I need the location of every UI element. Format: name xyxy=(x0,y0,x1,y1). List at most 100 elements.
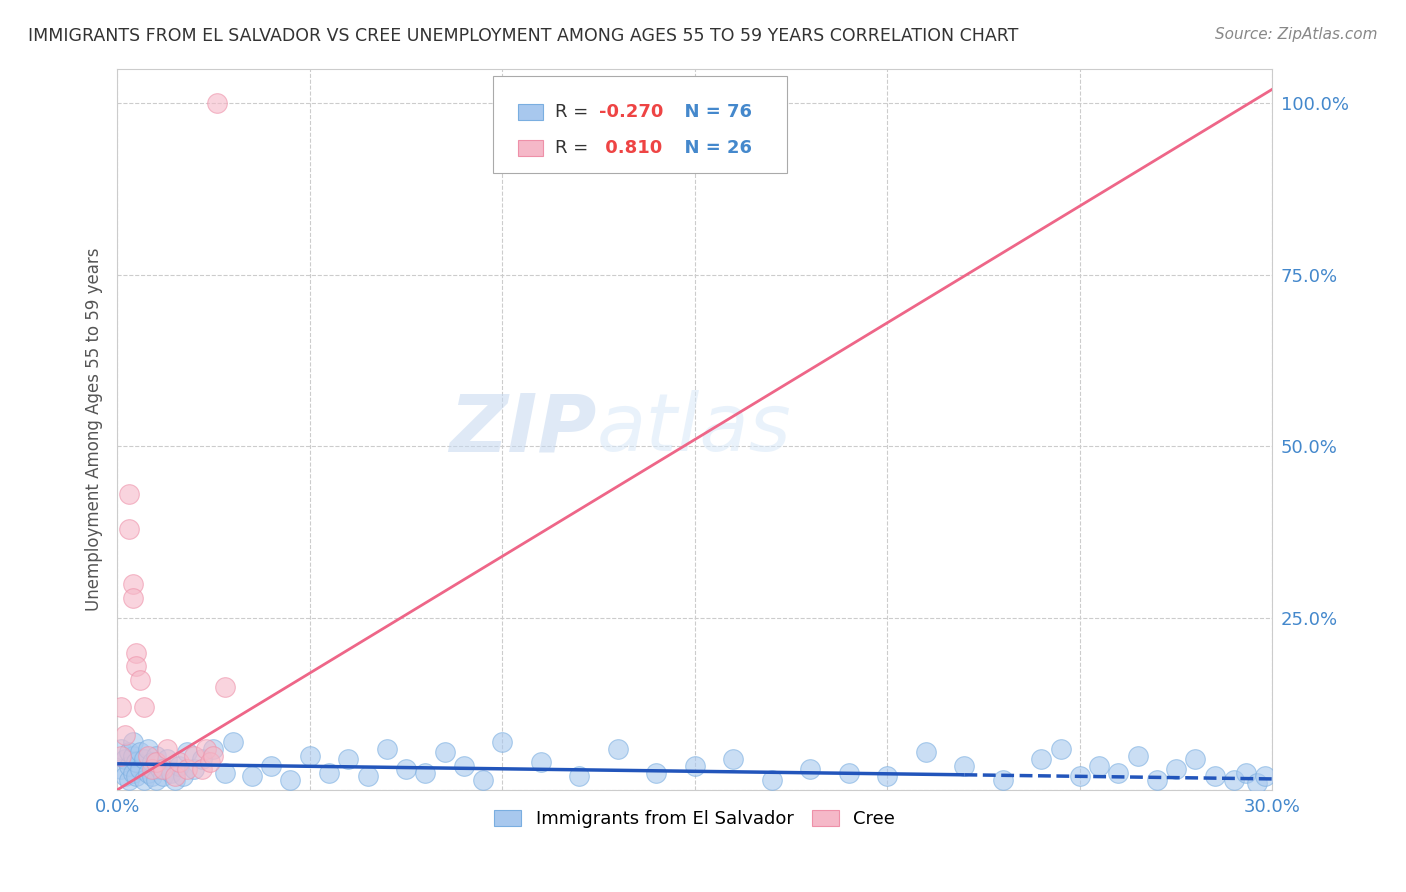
Point xyxy=(129,762,152,776)
Point xyxy=(191,752,214,766)
Point xyxy=(136,748,159,763)
Point xyxy=(1246,776,1268,790)
Point xyxy=(723,752,745,766)
Point xyxy=(207,95,229,110)
Point xyxy=(198,756,221,770)
Text: N = 76: N = 76 xyxy=(672,103,752,120)
Text: IMMIGRANTS FROM EL SALVADOR VS CREE UNEMPLOYMENT AMONG AGES 55 TO 59 YEARS CORRE: IMMIGRANTS FROM EL SALVADOR VS CREE UNEM… xyxy=(28,27,1018,45)
Point xyxy=(118,759,141,773)
Point xyxy=(683,759,706,773)
Point xyxy=(645,765,668,780)
Point xyxy=(125,646,148,660)
Point xyxy=(121,591,143,605)
Point xyxy=(163,769,186,783)
Point xyxy=(799,762,821,776)
Point xyxy=(163,772,186,787)
Point xyxy=(606,741,628,756)
Point xyxy=(491,735,513,749)
Point xyxy=(1234,765,1257,780)
Text: atlas: atlas xyxy=(596,390,792,468)
Point xyxy=(915,745,938,759)
Point xyxy=(1107,765,1129,780)
Point xyxy=(191,762,214,776)
Point xyxy=(152,769,174,783)
Point xyxy=(991,772,1014,787)
Point xyxy=(110,700,132,714)
Point xyxy=(1069,769,1091,783)
Point xyxy=(214,765,236,780)
Point xyxy=(110,741,132,756)
Point xyxy=(114,752,136,766)
Point xyxy=(433,745,456,759)
Point xyxy=(156,741,179,756)
Point xyxy=(141,756,163,770)
Point xyxy=(118,772,141,787)
Point xyxy=(280,772,302,787)
Point xyxy=(125,756,148,770)
Point xyxy=(176,745,198,759)
Point xyxy=(1184,752,1206,766)
Point xyxy=(145,748,167,763)
Point xyxy=(160,765,183,780)
Point xyxy=(472,772,495,787)
Point xyxy=(114,728,136,742)
Point xyxy=(838,765,860,780)
Point xyxy=(1254,769,1277,783)
Point xyxy=(121,765,143,780)
Point xyxy=(183,762,205,776)
Legend: Immigrants from El Salvador, Cree: Immigrants from El Salvador, Cree xyxy=(488,802,903,835)
Point xyxy=(156,752,179,766)
Point xyxy=(194,741,217,756)
Point xyxy=(152,762,174,776)
Point xyxy=(114,769,136,783)
Text: 0.810: 0.810 xyxy=(599,139,662,157)
Point xyxy=(136,765,159,780)
Point xyxy=(876,769,898,783)
FancyBboxPatch shape xyxy=(492,76,787,173)
Point xyxy=(110,748,132,763)
Text: N = 26: N = 26 xyxy=(672,139,752,157)
Text: R =: R = xyxy=(555,139,595,157)
Point xyxy=(761,772,783,787)
Text: -0.270: -0.270 xyxy=(599,103,664,120)
Point xyxy=(298,748,321,763)
Y-axis label: Unemployment Among Ages 55 to 59 years: Unemployment Among Ages 55 to 59 years xyxy=(86,247,103,611)
Point xyxy=(118,745,141,759)
Point xyxy=(1049,741,1071,756)
Text: Source: ZipAtlas.com: Source: ZipAtlas.com xyxy=(1215,27,1378,42)
FancyBboxPatch shape xyxy=(517,140,544,156)
Point xyxy=(1088,759,1111,773)
Point xyxy=(953,759,976,773)
Point xyxy=(202,741,225,756)
Point xyxy=(1166,762,1188,776)
Point xyxy=(145,772,167,787)
Point xyxy=(121,748,143,763)
Point xyxy=(1031,752,1053,766)
Point xyxy=(121,735,143,749)
Point xyxy=(141,769,163,783)
Point xyxy=(240,769,263,783)
Point xyxy=(318,765,340,780)
Point xyxy=(118,487,141,501)
Point xyxy=(167,756,190,770)
Point xyxy=(375,741,398,756)
Point xyxy=(125,659,148,673)
Point xyxy=(1204,769,1226,783)
Point xyxy=(176,762,198,776)
Point xyxy=(1146,772,1168,787)
Point xyxy=(172,769,194,783)
Point xyxy=(129,745,152,759)
Point xyxy=(1223,772,1246,787)
Point xyxy=(1126,748,1149,763)
Text: R =: R = xyxy=(555,103,595,120)
Point xyxy=(134,700,156,714)
Point xyxy=(136,741,159,756)
Point xyxy=(129,673,152,687)
Point xyxy=(121,576,143,591)
Point xyxy=(530,756,553,770)
Point xyxy=(260,759,283,773)
Point xyxy=(118,522,141,536)
Text: ZIP: ZIP xyxy=(450,390,596,468)
Point xyxy=(222,735,245,749)
Point xyxy=(413,765,436,780)
